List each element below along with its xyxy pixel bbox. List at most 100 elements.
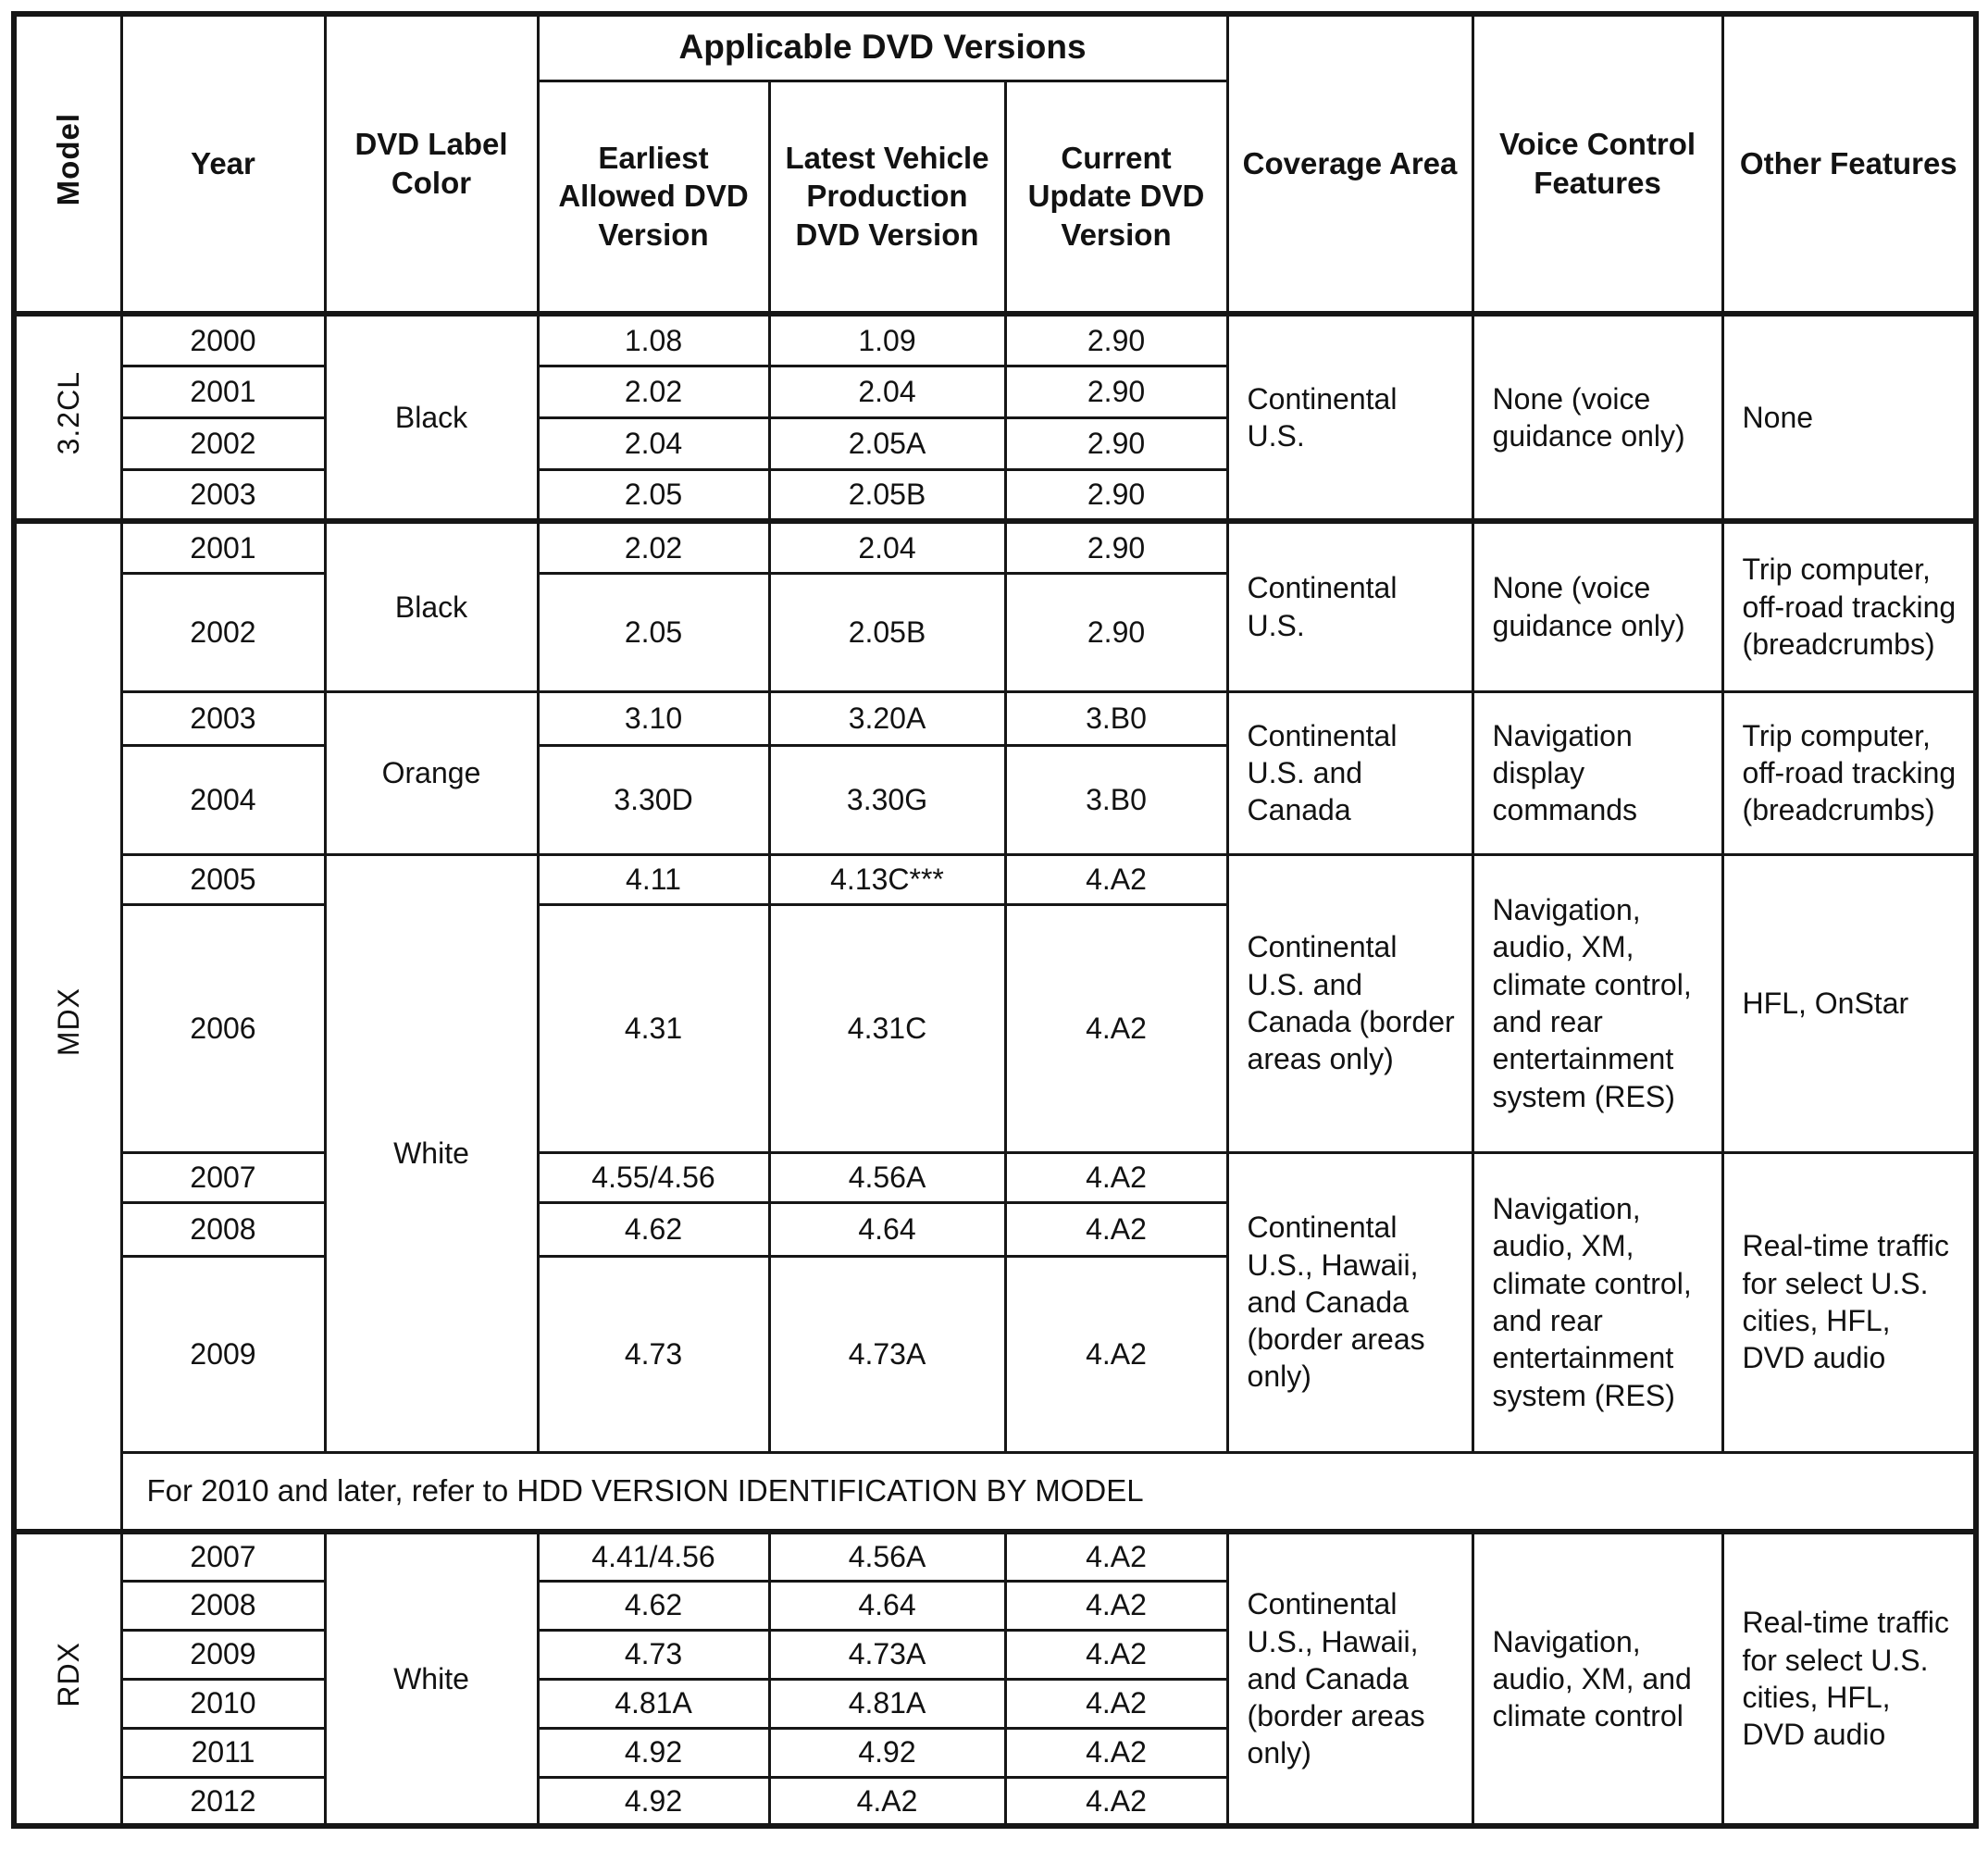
column-header-dvd-label-color: DVD Label Color bbox=[323, 12, 540, 316]
cell-current-version: 2.90 bbox=[1003, 467, 1229, 523]
cell-dvd-label-color: Black bbox=[323, 311, 540, 523]
model-cell-rdx: RDX bbox=[12, 1529, 123, 1828]
cell-year: 2012 bbox=[119, 1775, 327, 1828]
cell-coverage-area: Continental U.S., Hawaii, and Canada (bo… bbox=[1225, 1150, 1474, 1454]
cell-year: 2008 bbox=[119, 1579, 327, 1632]
column-header-earliest-allowed-dvd-version: Earliest Allowed DVD Version bbox=[536, 79, 771, 316]
cell-current-version: 4.A2 bbox=[1003, 1579, 1229, 1632]
cell-other-features: None bbox=[1721, 311, 1978, 523]
cell-latest-version: 2.04 bbox=[767, 518, 1007, 575]
cell-year: 2010 bbox=[119, 1677, 327, 1730]
cell-other-features: Trip computer, off-road tracking (breadc… bbox=[1721, 518, 1978, 693]
cell-latest-version: 2.04 bbox=[767, 364, 1007, 419]
column-header-coverage-area: Coverage Area bbox=[1225, 12, 1474, 316]
cell-latest-version: 4.92 bbox=[767, 1726, 1007, 1779]
cell-earliest-version: 4.73 bbox=[536, 1628, 771, 1681]
cell-latest-version: 2.05B bbox=[767, 571, 1007, 693]
column-header-model: Model bbox=[12, 12, 123, 316]
cell-earliest-version: 2.04 bbox=[536, 416, 771, 471]
cell-earliest-version: 4.55/4.56 bbox=[536, 1150, 771, 1204]
cell-latest-version: 4.31C bbox=[767, 902, 1007, 1154]
cell-coverage-area: Continental U.S. and Canada (border area… bbox=[1225, 852, 1474, 1154]
model-cell-mdx: MDX bbox=[12, 518, 123, 1533]
column-header-latest-vehicle-production-dvd-version: Latest Vehicle Production DVD Version bbox=[767, 79, 1007, 316]
cell-current-version: 4.A2 bbox=[1003, 1726, 1229, 1779]
cell-current-version: 4.A2 bbox=[1003, 902, 1229, 1154]
cell-coverage-area: Continental U.S., Hawaii, and Canada (bo… bbox=[1225, 1529, 1474, 1828]
cell-year: 2003 bbox=[119, 689, 327, 747]
cell-latest-version: 4.56A bbox=[767, 1150, 1007, 1204]
cell-current-version: 4.A2 bbox=[1003, 1150, 1229, 1204]
cell-year: 2006 bbox=[119, 902, 327, 1154]
model-label-rdx: RDX bbox=[51, 1642, 85, 1707]
cell-current-version: 4.A2 bbox=[1003, 1677, 1229, 1730]
cell-current-version: 3.B0 bbox=[1003, 689, 1229, 747]
cell-earliest-version: 3.30D bbox=[536, 743, 771, 856]
cell-year: 2003 bbox=[119, 467, 327, 523]
cell-other-features: Real-time traffic for select U.S. cities… bbox=[1721, 1150, 1978, 1454]
cell-voice-control-features: None (voice guidance only) bbox=[1471, 311, 1724, 523]
cell-latest-version: 4.73A bbox=[767, 1254, 1007, 1454]
cell-voice-control-features: None (voice guidance only) bbox=[1471, 518, 1724, 693]
cell-earliest-version: 4.81A bbox=[536, 1677, 771, 1730]
cell-earliest-version: 4.73 bbox=[536, 1254, 771, 1454]
cell-voice-control-features: Navigation, audio, XM, climate control, … bbox=[1471, 852, 1724, 1154]
cell-year: 2007 bbox=[119, 1529, 327, 1583]
cell-year: 2000 bbox=[119, 311, 327, 367]
cell-coverage-area: Continental U.S. bbox=[1225, 311, 1474, 523]
cell-latest-version: 3.30G bbox=[767, 743, 1007, 856]
cell-earliest-version: 4.31 bbox=[536, 902, 771, 1154]
cell-year: 2001 bbox=[119, 518, 327, 575]
cell-coverage-area: Continental U.S. bbox=[1225, 518, 1474, 693]
cell-latest-version: 2.05B bbox=[767, 467, 1007, 523]
cell-current-version: 4.A2 bbox=[1003, 1254, 1229, 1454]
hdd-version-note: For 2010 and later, refer to HDD VERSION… bbox=[119, 1450, 1978, 1533]
cell-year: 2007 bbox=[119, 1150, 327, 1204]
cell-year: 2002 bbox=[119, 416, 327, 471]
cell-year: 2004 bbox=[119, 743, 327, 856]
cell-latest-version: 4.73A bbox=[767, 1628, 1007, 1681]
cell-earliest-version: 4.62 bbox=[536, 1200, 771, 1258]
cell-year: 2005 bbox=[119, 852, 327, 906]
cell-dvd-label-color: White bbox=[323, 852, 540, 1454]
cell-earliest-version: 2.05 bbox=[536, 571, 771, 693]
cell-current-version: 2.90 bbox=[1003, 364, 1229, 419]
cell-current-version: 2.90 bbox=[1003, 416, 1229, 471]
column-header-voice-control-features: Voice Control Features bbox=[1471, 12, 1724, 316]
model-cell-32cl: 3.2CL bbox=[12, 311, 123, 523]
cell-earliest-version: 4.92 bbox=[536, 1775, 771, 1828]
cell-latest-version: 4.81A bbox=[767, 1677, 1007, 1730]
cell-current-version: 3.B0 bbox=[1003, 743, 1229, 856]
cell-voice-control-features: Navigation, audio, XM, and climate contr… bbox=[1471, 1529, 1724, 1828]
cell-latest-version: 4.64 bbox=[767, 1200, 1007, 1258]
cell-year: 2009 bbox=[119, 1628, 327, 1681]
cell-current-version: 4.A2 bbox=[1003, 1529, 1229, 1583]
cell-current-version: 2.90 bbox=[1003, 311, 1229, 367]
column-header-year: Year bbox=[119, 12, 327, 316]
column-group-header-applicable-dvd-versions: Applicable DVD Versions bbox=[536, 12, 1229, 82]
model-label-mdx: MDX bbox=[51, 987, 85, 1057]
cell-other-features: Trip computer, off-road tracking (breadc… bbox=[1721, 689, 1978, 856]
column-header-current-update-dvd-version: Current Update DVD Version bbox=[1003, 79, 1229, 316]
model-header-label: Model bbox=[50, 113, 85, 206]
cell-earliest-version: 2.02 bbox=[536, 364, 771, 419]
cell-dvd-label-color: White bbox=[323, 1529, 540, 1828]
cell-current-version: 4.A2 bbox=[1003, 1200, 1229, 1258]
cell-year: 2001 bbox=[119, 364, 327, 419]
cell-earliest-version: 4.41/4.56 bbox=[536, 1529, 771, 1583]
cell-voice-control-features: Navigation, audio, XM, climate control, … bbox=[1471, 1150, 1724, 1454]
model-label-32cl: 3.2CL bbox=[51, 371, 85, 455]
cell-year: 2008 bbox=[119, 1200, 327, 1258]
cell-year: 2011 bbox=[119, 1726, 327, 1779]
cell-earliest-version: 2.05 bbox=[536, 467, 771, 523]
dvd-version-identification-table: Model Year DVD Label Color Applicable DV… bbox=[11, 11, 1980, 1829]
cell-earliest-version: 1.08 bbox=[536, 311, 771, 367]
cell-year: 2009 bbox=[119, 1254, 327, 1454]
cell-current-version: 4.A2 bbox=[1003, 1775, 1229, 1828]
cell-current-version: 4.A2 bbox=[1003, 852, 1229, 906]
cell-voice-control-features: Navigation display commands bbox=[1471, 689, 1724, 856]
cell-year: 2002 bbox=[119, 571, 327, 693]
cell-dvd-label-color: Orange bbox=[323, 689, 540, 856]
cell-latest-version: 4.A2 bbox=[767, 1775, 1007, 1828]
cell-dvd-label-color: Black bbox=[323, 518, 540, 693]
